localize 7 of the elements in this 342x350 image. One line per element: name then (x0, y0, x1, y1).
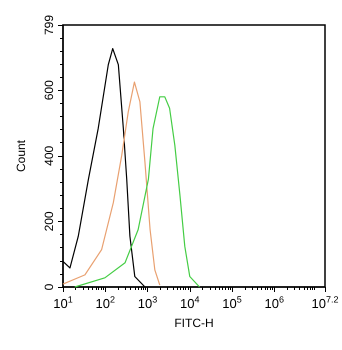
y-tick-label: 600 (42, 80, 56, 100)
x-axis-title: FITC-H (174, 316, 214, 330)
y-axis-title: Count (14, 139, 28, 172)
y-tick-label: 799 (42, 14, 56, 36)
y-tick-label: 0 (42, 283, 56, 290)
y-tick-label: 200 (42, 211, 56, 232)
y-tick-label: 400 (42, 146, 56, 166)
